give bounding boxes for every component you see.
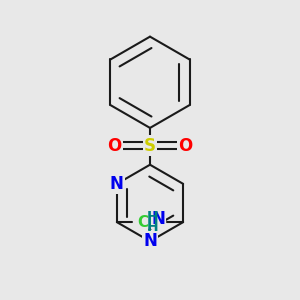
Text: S: S — [144, 136, 156, 154]
Text: Cl: Cl — [137, 214, 154, 230]
Text: N: N — [151, 210, 165, 228]
Text: O: O — [107, 136, 122, 154]
Text: H: H — [146, 220, 158, 234]
Text: H: H — [146, 210, 158, 224]
Text: N: N — [110, 175, 124, 193]
Text: N: N — [143, 232, 157, 250]
Text: O: O — [178, 136, 193, 154]
